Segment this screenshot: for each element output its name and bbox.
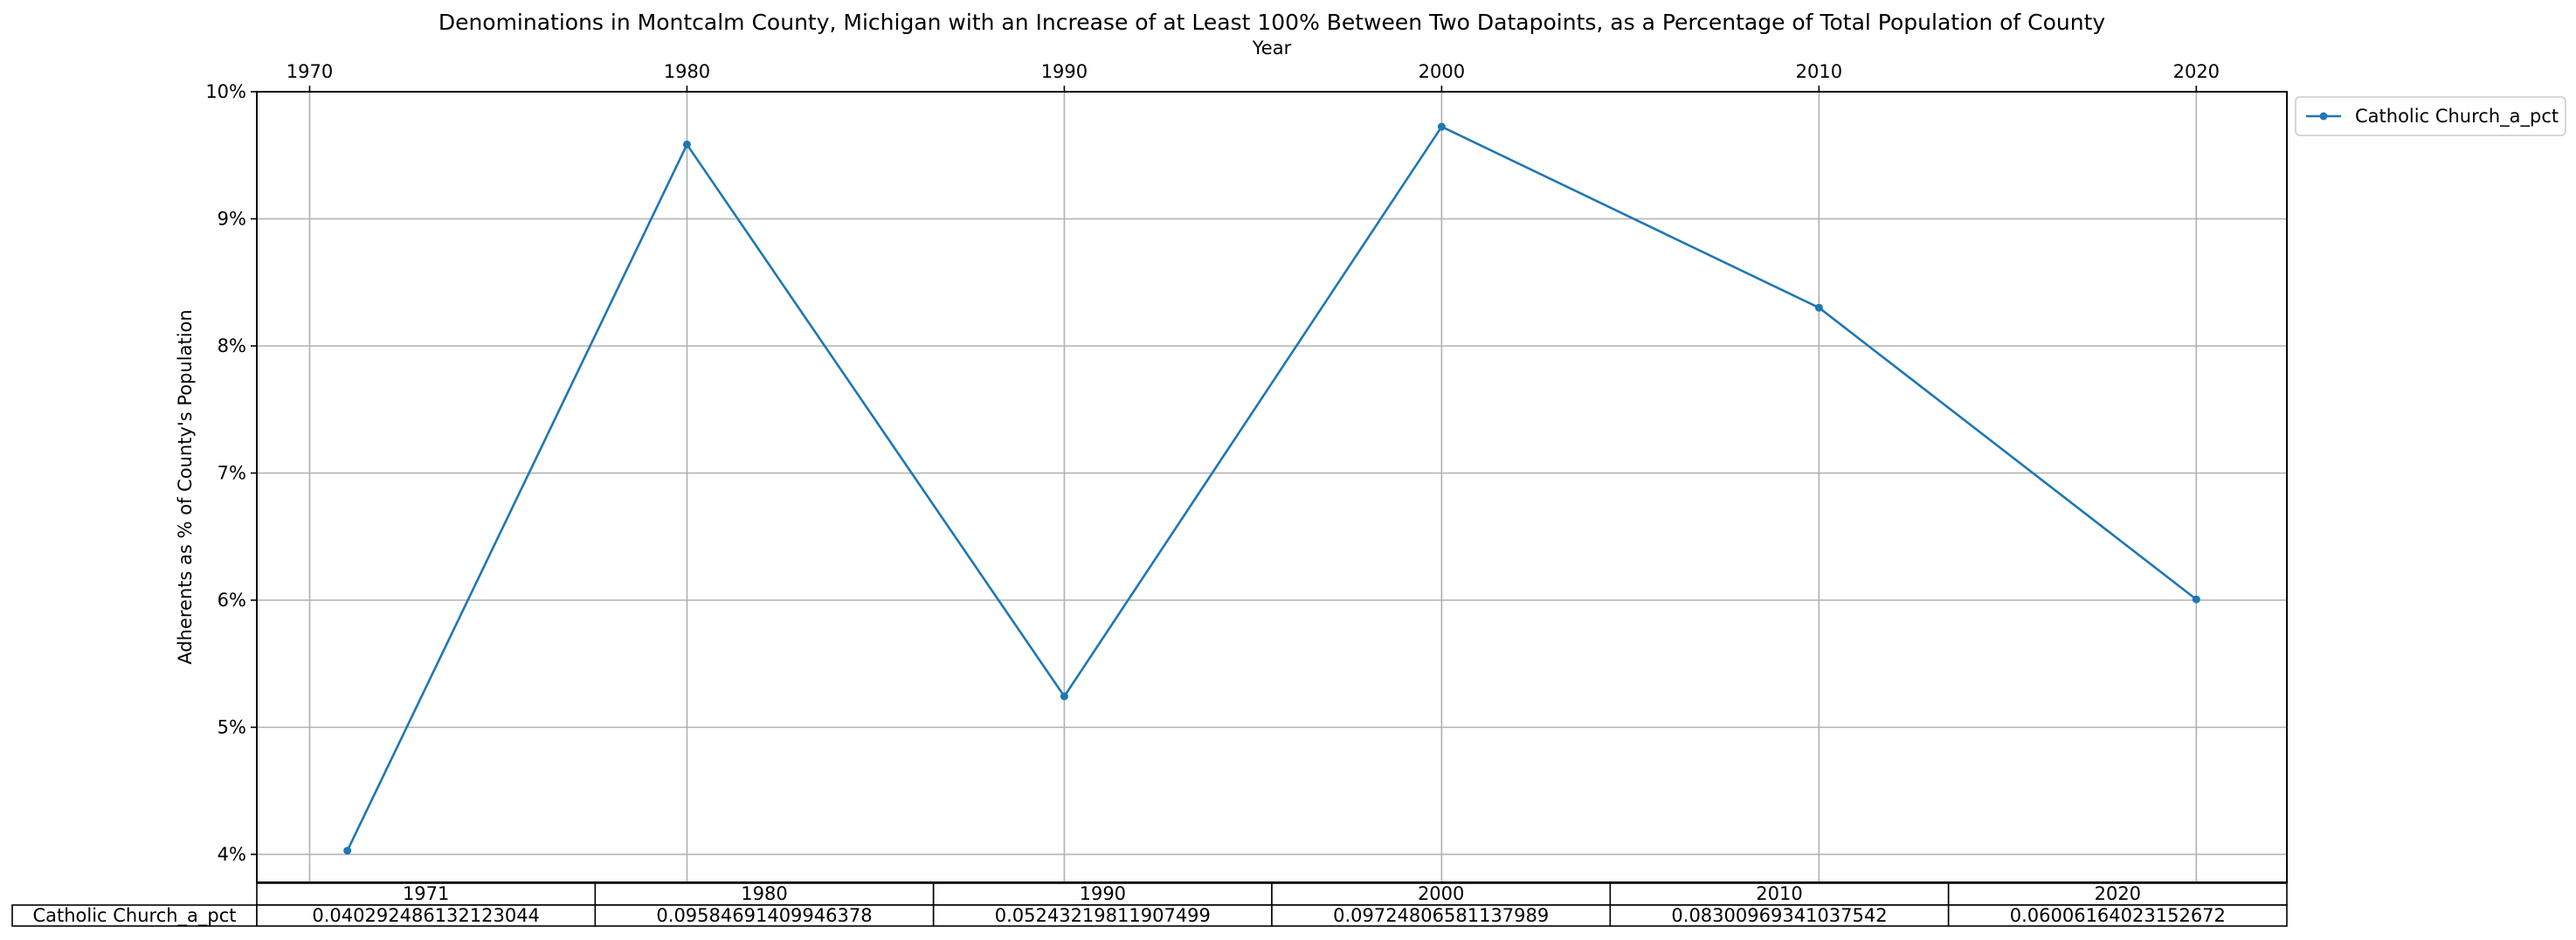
y-tick-label: 5% xyxy=(218,716,246,737)
data-point xyxy=(2192,595,2200,604)
table-cell xyxy=(1609,904,1950,927)
table-cell-value: 0.05243219811907499 xyxy=(995,905,1211,926)
legend-marker xyxy=(2319,112,2328,121)
y-axis-label: Adherents as % of County's Population xyxy=(175,309,196,664)
y-tick-label: 7% xyxy=(218,462,246,483)
data-table: 1971 1980 1990 2000 2010 2020 Catholic Church_… xyxy=(11,882,2288,927)
table-cell xyxy=(1947,904,2288,927)
plot-frame xyxy=(256,91,2288,883)
data-point xyxy=(343,847,352,855)
table-header-cell xyxy=(1271,882,1612,906)
table-header-label: 2020 xyxy=(2095,883,2141,904)
y-tick-label: 8% xyxy=(218,335,246,356)
table-header-cell xyxy=(1609,882,1950,906)
table-cell-value: 0.09724806581137989 xyxy=(1333,905,1549,926)
x-tick-label: 2010 xyxy=(1796,61,1842,82)
table-cell-value: 0.08300969341037542 xyxy=(1671,905,1887,926)
table-header-label: 1971 xyxy=(403,883,449,904)
table-cell-value: 0.09584691409946378 xyxy=(656,905,872,926)
legend: Catholic Church_a_pct xyxy=(2295,96,2566,136)
table-header-label: 1980 xyxy=(741,883,787,904)
x-tick-label: 2020 xyxy=(2173,61,2220,82)
table-cell-value: 0.06006164023152672 xyxy=(2010,905,2226,926)
table-cell-value: 0.040292486132123044 xyxy=(312,905,540,926)
legend-box xyxy=(2295,96,2566,136)
y-tick-label: 10% xyxy=(205,81,246,102)
table-header-label: 1990 xyxy=(1080,883,1126,904)
x-tick-label: 1980 xyxy=(664,61,710,82)
data-point xyxy=(1060,692,1068,701)
data-point xyxy=(1437,122,1446,131)
gridlines xyxy=(257,91,2287,882)
y-tick-label: 4% xyxy=(218,844,246,865)
series-layer xyxy=(343,122,2200,855)
table-row-label-cell xyxy=(11,904,258,927)
y-tick-label: 9% xyxy=(218,208,246,229)
y-axis-ticks: 4% 5% 6% 7% 8% 9% 10% xyxy=(205,81,257,865)
data-point xyxy=(682,140,691,149)
y-tick-label: 6% xyxy=(218,590,246,611)
x-axis-label: Year xyxy=(1252,38,1292,59)
chart-title: Denominations in Montcalm County, Michig… xyxy=(439,10,2106,35)
data-point xyxy=(1814,303,1823,312)
x-tick-label: 1970 xyxy=(287,61,333,82)
legend-label: Catholic Church_a_pct xyxy=(2355,106,2559,128)
x-tick-label: 1990 xyxy=(1041,61,1088,82)
table-header-label: 2000 xyxy=(1418,883,1464,904)
series-line xyxy=(346,125,2198,852)
x-axis-ticks: 1970 1980 1990 2000 2010 2020 xyxy=(287,61,2220,92)
table-row-label: Catholic Church_a_pct xyxy=(32,905,236,927)
x-tick-label: 2000 xyxy=(1419,61,1465,82)
table-header-cell xyxy=(1947,882,2288,906)
table-header-label: 2010 xyxy=(1756,883,1802,904)
